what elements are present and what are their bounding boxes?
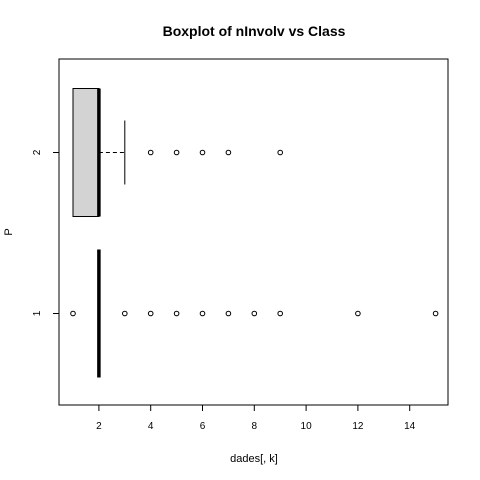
x-tick-label: 4	[148, 421, 154, 432]
group-1-outlier	[277, 310, 284, 317]
plot-marks	[70, 88, 439, 378]
group-1-outlier	[199, 310, 206, 317]
group-2-outlier	[277, 149, 284, 156]
x-tick-label: 2	[96, 421, 102, 432]
y-tick-label: 1	[32, 310, 43, 316]
chart-title: Boxplot of nInvolv vs Class	[163, 23, 346, 39]
group-2-outlier	[225, 149, 232, 156]
x-axis: 2 4 6 8 10 12 14	[96, 404, 416, 432]
group-2-box	[72, 88, 100, 217]
group-2-outlier	[147, 149, 154, 156]
x-tick-label: 8	[252, 421, 258, 432]
group-1-outlier	[147, 310, 154, 317]
x-tick-label: 14	[404, 421, 416, 432]
group-2-outlier	[173, 149, 180, 156]
y-tick-label: 2	[32, 149, 43, 155]
group-1-outlier	[355, 310, 361, 317]
y-axis-label: P	[3, 228, 15, 235]
x-axis-label: dades[, k]	[230, 453, 278, 465]
group-2-outlier	[199, 149, 206, 156]
group-1-outlier	[225, 310, 232, 317]
group-1-outlier	[173, 310, 180, 317]
plot-frame	[58, 58, 449, 406]
group-1-outlier	[70, 310, 76, 317]
group-1-outlier	[432, 310, 439, 317]
y-axis: 12	[32, 149, 59, 316]
x-tick-label: 12	[352, 421, 364, 432]
group-1-outlier	[122, 310, 128, 317]
x-tick-label: 10	[301, 421, 313, 432]
group-1-outlier	[251, 310, 258, 317]
x-tick-label: 6	[200, 421, 206, 432]
